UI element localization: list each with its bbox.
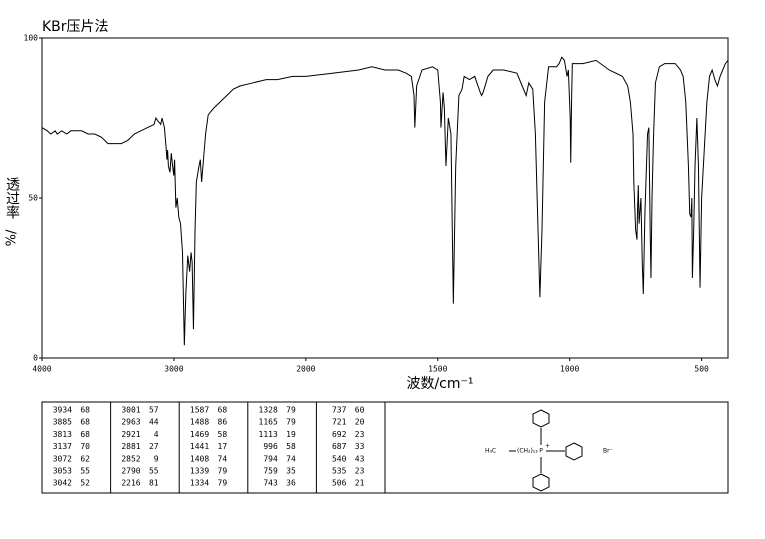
structure-label: P <box>539 448 543 455</box>
table-cell: 1441 <box>190 442 209 451</box>
table-cell: 1113 <box>259 430 278 439</box>
table-cell: 68 <box>80 418 90 427</box>
table-cell: 996 <box>263 442 278 451</box>
table-cell: 86 <box>218 418 228 427</box>
table-cell: 79 <box>286 418 296 427</box>
table-cell: 1587 <box>190 406 209 415</box>
table-cell: 35 <box>286 467 296 476</box>
table-cell: 3053 <box>53 467 72 476</box>
table-cell: 3042 <box>53 479 72 488</box>
table-cell: 535 <box>332 467 347 476</box>
table-cell: 21 <box>355 479 365 488</box>
table-cell: 2852 <box>121 454 140 463</box>
plot-frame <box>41 37 729 359</box>
table-cell: 692 <box>332 430 347 439</box>
x-axis-label: 波数/cm⁻¹ <box>406 376 473 392</box>
y-axis-unit: %/ <box>5 229 20 246</box>
y-axis-label: 透过率 <box>4 177 20 219</box>
table-cell: 1328 <box>259 406 278 415</box>
y-tick-label: 50 <box>28 194 38 203</box>
table-cell: 68 <box>218 406 228 415</box>
table-cell: 23 <box>355 467 365 476</box>
structure-label: Br⁻ <box>603 448 613 455</box>
table-cell: 58 <box>286 442 296 451</box>
table-cell: 3885 <box>53 418 72 427</box>
table-cell: 55 <box>149 467 159 476</box>
table-cell: 2881 <box>121 442 140 451</box>
table-cell: 57 <box>149 406 159 415</box>
y-tick-label: 0 <box>33 354 38 363</box>
x-tick-label: 2000 <box>296 365 315 374</box>
table-cell: 1469 <box>190 430 209 439</box>
table-cell: 17 <box>218 442 228 451</box>
table-cell: 68 <box>80 406 90 415</box>
table-cell: 721 <box>332 418 347 427</box>
table-cell: 62 <box>80 454 90 463</box>
x-tick-label: 500 <box>694 365 709 374</box>
table-cell: 60 <box>355 406 365 415</box>
table-cell: 4 <box>154 430 159 439</box>
table-cell: 36 <box>286 479 296 488</box>
table-cell: 3934 <box>53 406 72 415</box>
table-cell: 43 <box>355 454 365 463</box>
chart-title: KBr压片法 <box>42 19 109 35</box>
table-cell: 2921 <box>121 430 140 439</box>
table-cell: 33 <box>355 442 365 451</box>
x-tick-label: 1000 <box>560 365 579 374</box>
table-cell: 58 <box>218 430 228 439</box>
table-cell: 74 <box>218 454 228 463</box>
table-cell: 3001 <box>121 406 140 415</box>
table-cell: 79 <box>286 406 296 415</box>
table-cell: 1334 <box>190 479 209 488</box>
table-cell: 1165 <box>259 418 278 427</box>
table-cell: 687 <box>332 442 347 451</box>
table-cell: 79 <box>218 479 228 488</box>
table-cell: 27 <box>149 442 159 451</box>
table-cell: 52 <box>80 479 90 488</box>
structure-drawing <box>509 409 583 492</box>
x-tick-label: 4000 <box>32 365 51 374</box>
table-cell: 3137 <box>53 442 72 451</box>
table-cell: 68 <box>80 430 90 439</box>
table-cell: 19 <box>286 430 296 439</box>
table-cell: 2790 <box>121 467 140 476</box>
table-cell: 2963 <box>121 418 140 427</box>
table-cell: 9 <box>154 454 159 463</box>
table-cell: 2216 <box>121 479 140 488</box>
table-cell: 1408 <box>190 454 209 463</box>
table-cell: 1339 <box>190 467 209 476</box>
table-cell: 1488 <box>190 418 209 427</box>
x-tick-label: 1500 <box>428 365 447 374</box>
structure-label: + <box>545 443 550 450</box>
table-cell: 737 <box>332 406 347 415</box>
table-cell: 81 <box>149 479 159 488</box>
table-cell: 540 <box>332 454 347 463</box>
table-cell: 74 <box>286 454 296 463</box>
table-cell: 743 <box>263 479 278 488</box>
table-cell: 70 <box>80 442 90 451</box>
y-tick-label: 100 <box>24 34 39 43</box>
structure-label: H₃C <box>485 448 496 455</box>
table-cell: 55 <box>80 467 90 476</box>
table-cell: 44 <box>149 418 159 427</box>
spectrum-line <box>41 56 729 346</box>
structure-label: (CH₂)₁₃ <box>517 448 538 455</box>
table-cell: 79 <box>218 467 228 476</box>
x-tick-label: 3000 <box>164 365 183 374</box>
table-cell: 794 <box>263 454 278 463</box>
table-cell: 3813 <box>53 430 72 439</box>
table-cell: 20 <box>355 418 365 427</box>
table-cell: 3072 <box>53 454 72 463</box>
table-cell: 506 <box>332 479 347 488</box>
table-cell: 23 <box>355 430 365 439</box>
table-cell: 759 <box>263 467 278 476</box>
